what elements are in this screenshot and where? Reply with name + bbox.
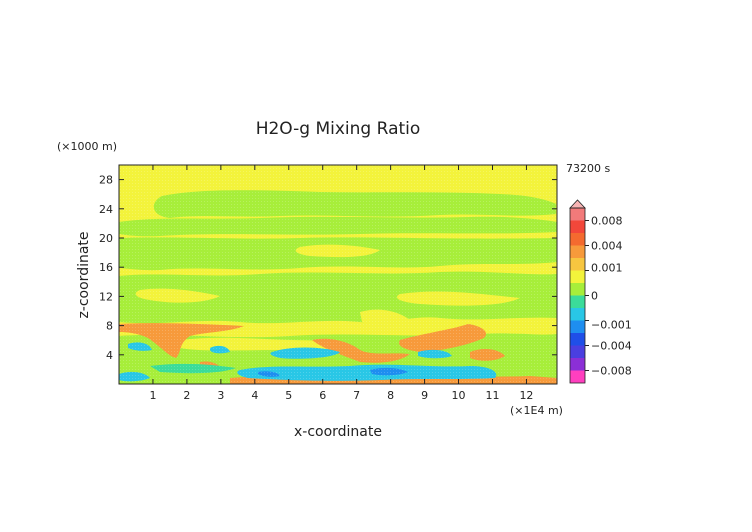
x-axis: 1 2 3 4 5 6 7 8 9 10 11 12 [149,165,533,402]
colorbar-label-1: 0.004 [591,240,623,253]
plot-frame [118,164,558,385]
x-axis-label: x-coordinate [294,424,382,440]
time-label: 73200 s [566,162,610,175]
colorbar-label-3: 0 [591,290,598,303]
y-tick-label-0: 4 [106,349,113,362]
x-tick-label-1: 2 [183,389,190,402]
colorbar-bin-12 [570,220,585,233]
colorbar-bin-9 [570,258,585,271]
y-tick-label-3: 16 [99,261,113,274]
colorbar-label-2: 0.001 [591,262,623,275]
y-axis: 4 8 12 16 20 24 28 [99,174,557,362]
colorbar-label-4: −0.001 [591,319,632,332]
x-tick-label-4: 5 [285,389,292,402]
colorbar-extend-top [569,199,586,209]
chart-title: H2O-g Mixing Ratio [256,119,421,139]
y-tick-label-5: 24 [99,203,113,216]
colorbar-bin-11 [570,233,585,246]
colorbar-bin-1 [570,358,585,371]
colorbar-label-5: −0.004 [591,340,632,353]
x-tick-label-3: 4 [251,389,258,402]
colorbar-bin-8 [570,270,585,283]
x-tick-label-5: 6 [319,389,326,402]
colorbar-bin-6 [570,295,585,308]
x-tick-label-6: 7 [353,389,360,402]
x-tick-label-8: 9 [421,389,428,402]
colorbar-bin-13 [570,208,585,221]
colorbar-bin-7 [570,283,585,296]
colorbar-bin-5 [570,308,585,321]
colorbar-label-6: −0.008 [591,365,632,378]
x-tick-label-0: 1 [149,389,156,402]
colorbar-bin-10 [570,245,585,258]
x-tick-label-2: 3 [217,389,224,402]
colorbar-bin-3 [570,333,585,346]
colorbar: 0.008 0.004 0.001 0 −0.001 −0.004 −0.008 [569,199,632,384]
colorbar-bin-0 [570,370,585,383]
colorbar-label-0: 0.008 [591,215,623,228]
x-tick-label-11: 12 [519,389,533,402]
y-axis-label: z-coordinate [76,231,92,318]
y-tick-label-1: 8 [106,320,113,333]
y-tick-label-4: 20 [99,232,113,245]
x-tick-label-9: 10 [452,389,466,402]
colorbar-bin-2 [570,345,585,358]
field-texture [119,165,557,384]
x-unit-label: (×1E4 m) [510,404,563,417]
x-tick-label-10: 11 [485,389,499,402]
x-tick-label-7: 8 [387,389,394,402]
y-unit-label: (×1000 m) [57,140,117,153]
colorbar-bin-4 [570,320,585,333]
y-tick-label-6: 28 [99,174,113,187]
contour-field [119,165,557,384]
y-tick-label-2: 12 [99,290,113,303]
